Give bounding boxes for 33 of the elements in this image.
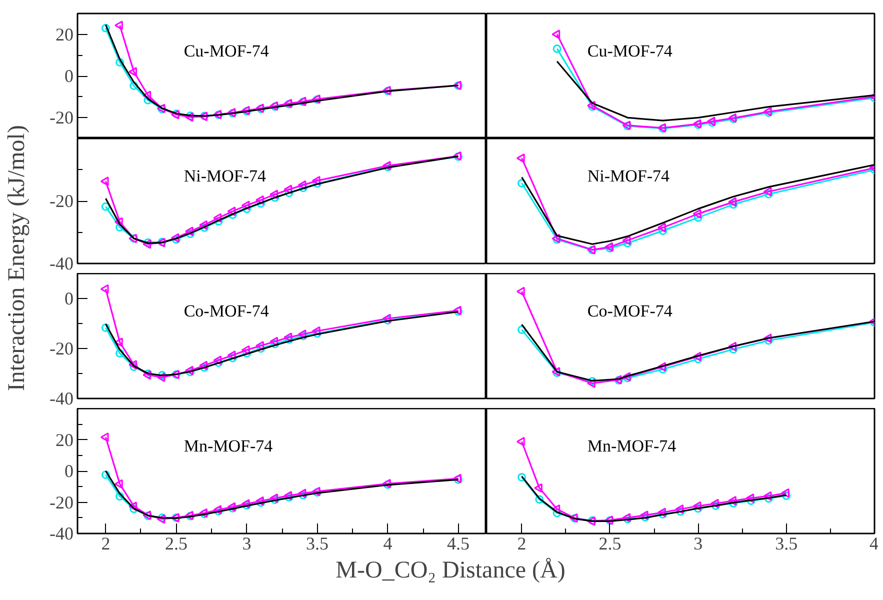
y-tick-label: 0 [64,288,74,308]
y-tick-label: 20 [56,430,74,450]
y-tick-label: -40 [50,254,74,274]
y-axis-title: Interaction Energy (kJ/mol) [4,125,30,392]
x-tick-label: 3.5 [306,534,329,554]
annotation: Cu-MOF-74 [587,42,673,60]
annotation: Mn-MOF-74 [587,436,677,456]
annotation: Mn-MOF-74 [184,436,274,456]
y-tick-label: 0 [64,461,74,481]
x-tick-label: 2 [517,534,526,554]
annotation: Co-MOF-74 [587,302,673,320]
annotation: Ni-MOF-74 [184,166,267,186]
y-tick-label: 0 [64,66,74,86]
annotation: Cu-MOF-74 [184,42,270,60]
x-tick-label: 2 [101,534,110,554]
y-tick-label: -20 [50,492,74,512]
y-tick-label: 20 [56,24,74,44]
x-axis-title: M-O_CO₂ Distance (Å) [336,558,566,584]
x-tick-label: 3 [694,534,703,554]
y-tick-label: -20 [50,191,74,211]
annotation: Ni-MOF-74 [587,166,670,186]
x-tick-label: 3 [242,534,252,554]
x-tick-label: 4 [383,534,392,554]
annotation: Co-MOF-74 [184,302,270,320]
y-tick-label: -20 [50,338,74,358]
y-tick-label: -20 [50,108,74,128]
x-tick-label: 2.5 [598,534,622,554]
x-tick-label: 4 [870,534,878,554]
y-tick-label: -40 [50,524,74,544]
x-tick-label: 4.5 [447,534,470,554]
x-tick-label: 3.5 [775,534,798,554]
x-tick-label: 2.5 [164,534,188,554]
y-tick-label: -40 [50,388,74,408]
